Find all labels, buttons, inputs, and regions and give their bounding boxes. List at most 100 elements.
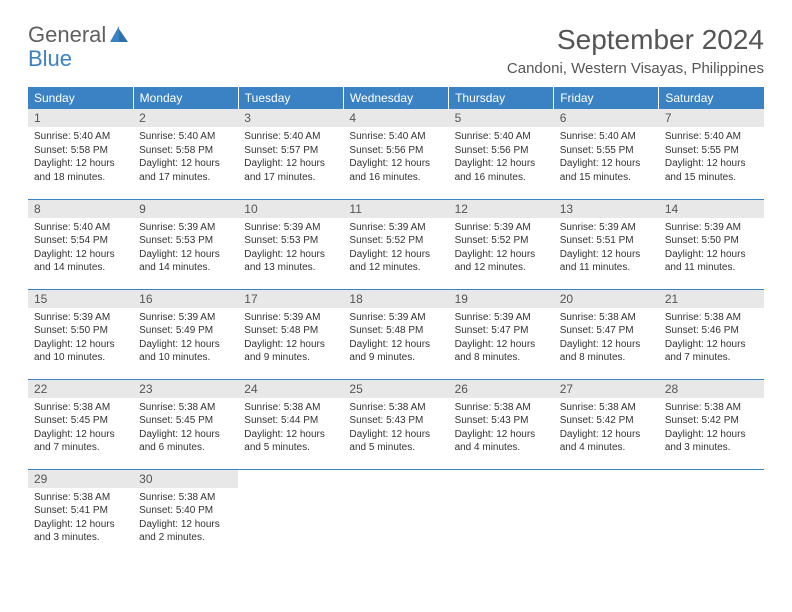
calendar-day-cell: 11Sunrise: 5:39 AMSunset: 5:52 PMDayligh… [343, 199, 448, 289]
sunset-line: Sunset: 5:52 PM [455, 234, 548, 248]
day-number: 4 [343, 109, 448, 127]
daylight-line: Daylight: 12 hours and 2 minutes. [139, 518, 232, 545]
sunrise-line: Sunrise: 5:39 AM [244, 221, 337, 235]
sunrise-line: Sunrise: 5:38 AM [244, 401, 337, 415]
day-number: 6 [554, 109, 659, 127]
brand-word-2: Blue [28, 46, 72, 72]
sunset-line: Sunset: 5:56 PM [349, 144, 442, 158]
daylight-line: Daylight: 12 hours and 16 minutes. [455, 157, 548, 184]
sunset-line: Sunset: 5:53 PM [244, 234, 337, 248]
day-number: 11 [343, 200, 448, 218]
daylight-line: Daylight: 12 hours and 7 minutes. [34, 428, 127, 455]
location-text: Candoni, Western Visayas, Philippines [507, 60, 764, 77]
day-number: 23 [133, 380, 238, 398]
calendar-day-cell: 27Sunrise: 5:38 AMSunset: 5:42 PMDayligh… [554, 379, 659, 469]
day-number: 21 [659, 290, 764, 308]
sunset-line: Sunset: 5:52 PM [349, 234, 442, 248]
day-number: 17 [238, 290, 343, 308]
daylight-line: Daylight: 12 hours and 5 minutes. [244, 428, 337, 455]
sunrise-line: Sunrise: 5:40 AM [560, 130, 653, 144]
sunrise-line: Sunrise: 5:38 AM [560, 311, 653, 325]
day-number: 16 [133, 290, 238, 308]
sunset-line: Sunset: 5:55 PM [665, 144, 758, 158]
daylight-line: Daylight: 12 hours and 12 minutes. [349, 248, 442, 275]
calendar-day-cell: 14Sunrise: 5:39 AMSunset: 5:50 PMDayligh… [659, 199, 764, 289]
sunset-line: Sunset: 5:55 PM [560, 144, 653, 158]
day-number: 1 [28, 109, 133, 127]
calendar-empty-cell [238, 469, 343, 559]
daylight-line: Daylight: 12 hours and 4 minutes. [455, 428, 548, 455]
daylight-line: Daylight: 12 hours and 10 minutes. [34, 338, 127, 365]
sunrise-line: Sunrise: 5:38 AM [139, 491, 232, 505]
day-number: 20 [554, 290, 659, 308]
day-details: Sunrise: 5:38 AMSunset: 5:42 PMDaylight:… [659, 398, 764, 459]
day-details: Sunrise: 5:38 AMSunset: 5:44 PMDaylight:… [238, 398, 343, 459]
sunset-line: Sunset: 5:41 PM [34, 504, 127, 518]
daylight-line: Daylight: 12 hours and 14 minutes. [139, 248, 232, 275]
sunrise-line: Sunrise: 5:40 AM [244, 130, 337, 144]
day-header: Thursday [449, 87, 554, 109]
sunset-line: Sunset: 5:53 PM [139, 234, 232, 248]
day-number: 12 [449, 200, 554, 218]
day-number: 2 [133, 109, 238, 127]
day-details: Sunrise: 5:40 AMSunset: 5:56 PMDaylight:… [343, 127, 448, 188]
sunrise-line: Sunrise: 5:38 AM [665, 401, 758, 415]
day-number: 13 [554, 200, 659, 218]
daylight-line: Daylight: 12 hours and 6 minutes. [139, 428, 232, 455]
day-details: Sunrise: 5:38 AMSunset: 5:43 PMDaylight:… [449, 398, 554, 459]
day-details: Sunrise: 5:39 AMSunset: 5:52 PMDaylight:… [343, 218, 448, 279]
day-header: Tuesday [238, 87, 343, 109]
calendar-day-cell: 16Sunrise: 5:39 AMSunset: 5:49 PMDayligh… [133, 289, 238, 379]
sunrise-line: Sunrise: 5:40 AM [139, 130, 232, 144]
sunset-line: Sunset: 5:49 PM [139, 324, 232, 338]
sunrise-line: Sunrise: 5:38 AM [34, 491, 127, 505]
daylight-line: Daylight: 12 hours and 12 minutes. [455, 248, 548, 275]
day-number: 15 [28, 290, 133, 308]
sunrise-line: Sunrise: 5:40 AM [34, 130, 127, 144]
day-details: Sunrise: 5:40 AMSunset: 5:55 PMDaylight:… [554, 127, 659, 188]
day-header: Friday [554, 87, 659, 109]
sunrise-line: Sunrise: 5:39 AM [455, 221, 548, 235]
sunset-line: Sunset: 5:44 PM [244, 414, 337, 428]
day-number: 30 [133, 470, 238, 488]
calendar-page: General September 2024 Candoni, Western … [0, 0, 792, 579]
sunrise-line: Sunrise: 5:39 AM [244, 311, 337, 325]
calendar-day-cell: 25Sunrise: 5:38 AMSunset: 5:43 PMDayligh… [343, 379, 448, 469]
day-header: Wednesday [343, 87, 448, 109]
daylight-line: Daylight: 12 hours and 11 minutes. [665, 248, 758, 275]
calendar-empty-cell [554, 469, 659, 559]
daylight-line: Daylight: 12 hours and 9 minutes. [244, 338, 337, 365]
sunset-line: Sunset: 5:57 PM [244, 144, 337, 158]
sunrise-line: Sunrise: 5:38 AM [665, 311, 758, 325]
daylight-line: Daylight: 12 hours and 8 minutes. [560, 338, 653, 365]
sunset-line: Sunset: 5:58 PM [34, 144, 127, 158]
daylight-line: Daylight: 12 hours and 3 minutes. [665, 428, 758, 455]
day-number: 7 [659, 109, 764, 127]
day-details: Sunrise: 5:39 AMSunset: 5:48 PMDaylight:… [238, 308, 343, 369]
sunset-line: Sunset: 5:43 PM [455, 414, 548, 428]
calendar-week-row: 22Sunrise: 5:38 AMSunset: 5:45 PMDayligh… [28, 379, 764, 469]
day-header: Monday [133, 87, 238, 109]
day-details: Sunrise: 5:39 AMSunset: 5:52 PMDaylight:… [449, 218, 554, 279]
daylight-line: Daylight: 12 hours and 7 minutes. [665, 338, 758, 365]
brand-logo: General [28, 24, 130, 46]
calendar-day-cell: 26Sunrise: 5:38 AMSunset: 5:43 PMDayligh… [449, 379, 554, 469]
day-details: Sunrise: 5:40 AMSunset: 5:57 PMDaylight:… [238, 127, 343, 188]
day-details: Sunrise: 5:40 AMSunset: 5:55 PMDaylight:… [659, 127, 764, 188]
sunset-line: Sunset: 5:56 PM [455, 144, 548, 158]
daylight-line: Daylight: 12 hours and 10 minutes. [139, 338, 232, 365]
calendar-day-cell: 19Sunrise: 5:39 AMSunset: 5:47 PMDayligh… [449, 289, 554, 379]
day-details: Sunrise: 5:40 AMSunset: 5:58 PMDaylight:… [133, 127, 238, 188]
month-title: September 2024 [507, 24, 764, 56]
day-details: Sunrise: 5:39 AMSunset: 5:53 PMDaylight:… [238, 218, 343, 279]
sunset-line: Sunset: 5:42 PM [665, 414, 758, 428]
calendar-day-cell: 2Sunrise: 5:40 AMSunset: 5:58 PMDaylight… [133, 109, 238, 199]
title-block: September 2024 Candoni, Western Visayas,… [507, 24, 764, 77]
calendar-day-cell: 29Sunrise: 5:38 AMSunset: 5:41 PMDayligh… [28, 469, 133, 559]
calendar-head: SundayMondayTuesdayWednesdayThursdayFrid… [28, 87, 764, 109]
sunrise-line: Sunrise: 5:40 AM [349, 130, 442, 144]
day-details: Sunrise: 5:39 AMSunset: 5:47 PMDaylight:… [449, 308, 554, 369]
day-number: 14 [659, 200, 764, 218]
day-number: 25 [343, 380, 448, 398]
daylight-line: Daylight: 12 hours and 5 minutes. [349, 428, 442, 455]
